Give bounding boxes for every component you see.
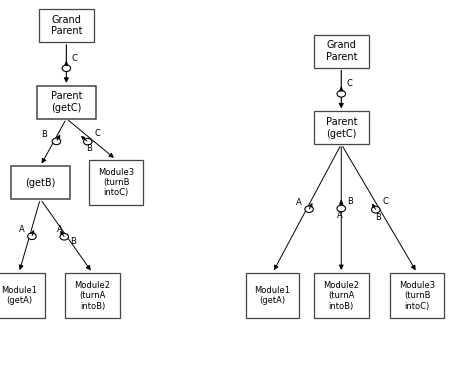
Bar (65, 273, 119, 318)
Text: Module2
(turnA
intoB): Module2 (turnA intoB) (74, 281, 110, 311)
Text: C: C (94, 129, 100, 138)
Bar (11, 166, 70, 199)
Circle shape (337, 205, 346, 212)
Text: B: B (86, 145, 92, 153)
Circle shape (62, 65, 71, 72)
Bar (246, 273, 299, 318)
Circle shape (337, 91, 346, 97)
Bar (314, 111, 368, 144)
Bar (37, 86, 96, 119)
Bar (0, 273, 45, 318)
Text: Grand
Parent: Grand Parent (51, 15, 82, 36)
Text: Module1
(getA): Module1 (getA) (1, 286, 37, 306)
Circle shape (372, 207, 380, 213)
Text: C: C (346, 79, 352, 88)
Text: Module3
(turnB
intoC): Module3 (turnB intoC) (399, 281, 435, 311)
Text: A: A (18, 225, 24, 234)
Circle shape (83, 138, 92, 145)
Circle shape (60, 234, 69, 240)
Text: B: B (70, 237, 76, 246)
Text: A: A (296, 198, 301, 207)
Circle shape (305, 206, 313, 212)
Text: B: B (41, 130, 46, 139)
Text: Module1
(getA): Module1 (getA) (255, 286, 291, 306)
Circle shape (52, 138, 61, 145)
Bar (89, 160, 143, 205)
Bar (39, 9, 94, 42)
Text: Module2
(turnA
intoB): Module2 (turnA intoB) (323, 281, 359, 311)
Text: (getB): (getB) (25, 177, 55, 188)
Text: B: B (375, 212, 381, 222)
Text: A: A (57, 225, 63, 234)
Text: B: B (347, 197, 353, 206)
Text: A: A (337, 211, 342, 220)
Bar (390, 273, 444, 318)
Circle shape (27, 233, 36, 239)
Bar (314, 35, 368, 68)
Text: Grand
Parent: Grand Parent (326, 40, 357, 62)
Text: Parent
(getC): Parent (getC) (326, 117, 357, 139)
Text: Module3
(turnB
intoC): Module3 (turnB intoC) (98, 168, 134, 197)
Text: C: C (383, 197, 388, 206)
Bar (314, 273, 368, 318)
Text: C: C (72, 54, 77, 62)
Text: Parent
(getC): Parent (getC) (51, 91, 82, 113)
